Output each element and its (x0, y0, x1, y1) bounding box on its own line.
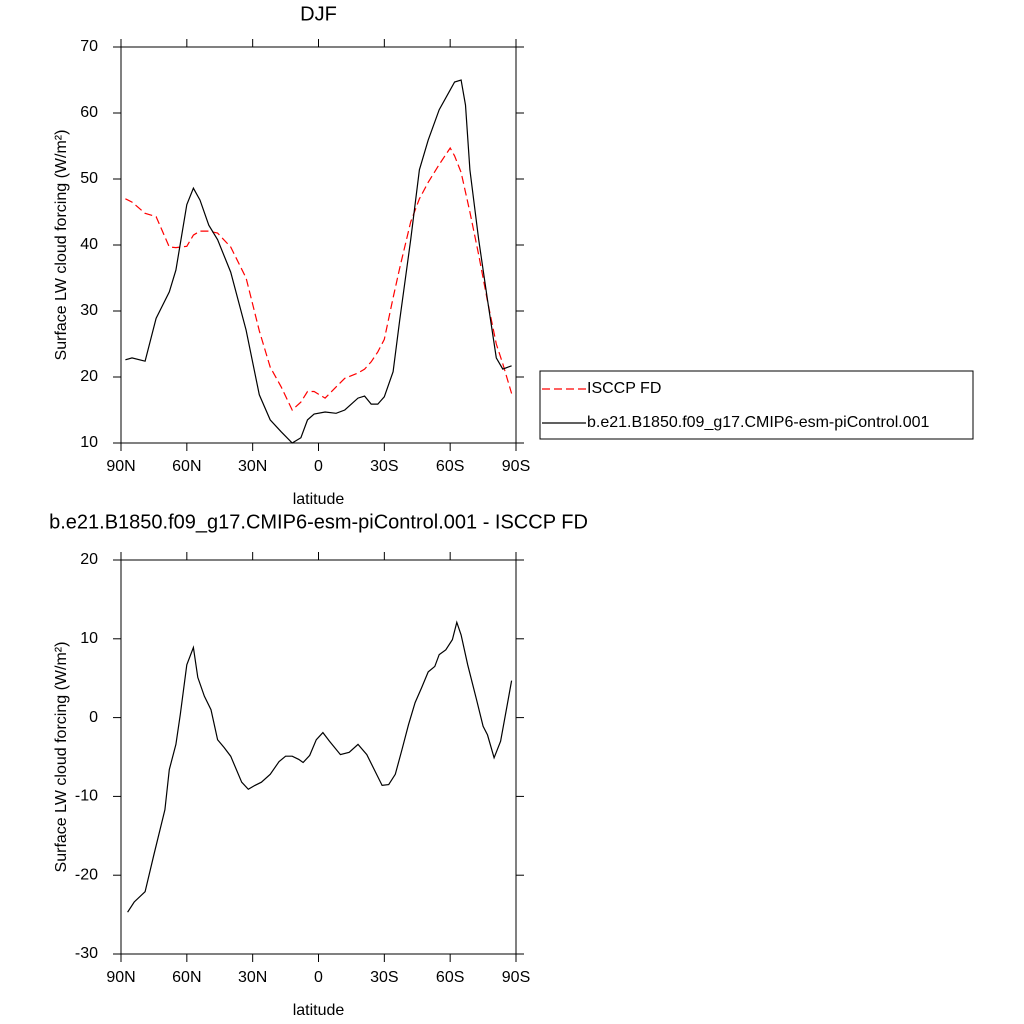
y-tick-label: -10 (75, 788, 98, 805)
plot-frame (120, 46, 517, 444)
y-tick-label: -20 (75, 866, 98, 883)
y-tick-label: 70 (80, 38, 98, 55)
y-tick-label: 50 (80, 170, 98, 187)
y-tick-label: 10 (80, 630, 98, 647)
x-tick-label: 60N (172, 969, 201, 986)
y-tick-label: 30 (80, 302, 98, 319)
data-line (125, 79, 512, 444)
data-line (127, 620, 513, 913)
data-line (125, 146, 513, 411)
y-axis-label: Surface LW cloud forcing (W/m²) (53, 130, 70, 361)
y-tick-label: 40 (80, 236, 98, 253)
y-tick-label: -30 (75, 945, 98, 962)
x-tick-label: 30S (370, 458, 398, 475)
y-tick-label: 10 (80, 434, 98, 451)
y-tick-label: 60 (80, 104, 98, 121)
y-tick-label: 20 (80, 551, 98, 568)
x-tick-label: 90N (106, 969, 135, 986)
legend-label: ISCCP FD (587, 380, 661, 397)
y-tick-label: 0 (89, 709, 98, 726)
x-tick-label: 90S (502, 969, 530, 986)
chart-title: DJF (300, 3, 337, 25)
x-tick-label: 60S (436, 458, 464, 475)
y-tick-label: 20 (80, 368, 98, 385)
legend-label: b.e21.B1850.f09_g17.CMIP6-esm-piControl.… (587, 414, 930, 431)
x-axis-label: latitude (293, 491, 345, 508)
x-tick-label: 90N (106, 458, 135, 475)
y-axis-label: Surface LW cloud forcing (W/m²) (53, 642, 70, 873)
x-axis-label: latitude (293, 1002, 345, 1019)
plot-frame (120, 559, 517, 955)
x-tick-label: 30N (238, 969, 267, 986)
x-tick-label: 0 (314, 969, 323, 986)
x-tick-label: 60N (172, 458, 201, 475)
x-tick-label: 90S (502, 458, 530, 475)
chart-title: b.e21.B1850.f09_g17.CMIP6-esm-piControl.… (49, 511, 588, 533)
x-tick-label: 0 (314, 458, 323, 475)
legend-box (539, 370, 974, 440)
x-tick-label: 60S (436, 969, 464, 986)
x-tick-label: 30N (238, 458, 267, 475)
x-tick-label: 30S (370, 969, 398, 986)
